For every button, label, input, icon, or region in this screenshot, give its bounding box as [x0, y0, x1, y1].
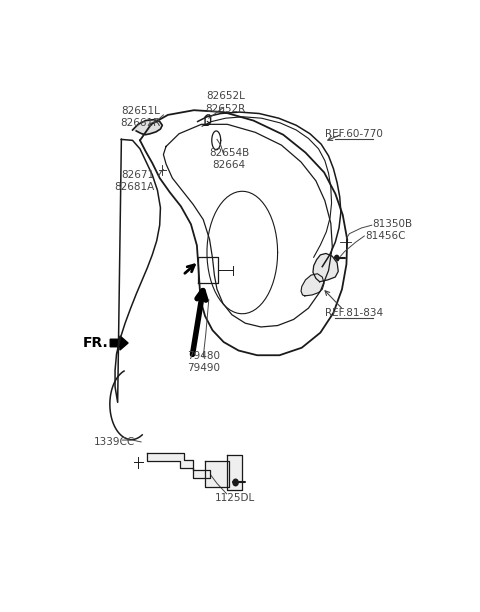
Text: 81350B: 81350B	[372, 219, 413, 230]
Text: 82671
82681A: 82671 82681A	[115, 170, 155, 192]
Text: REF.60-770: REF.60-770	[325, 129, 383, 139]
Text: 82652L
82652R: 82652L 82652R	[205, 91, 246, 114]
Circle shape	[233, 479, 238, 486]
Text: 79480
79490: 79480 79490	[187, 351, 220, 373]
Polygon shape	[301, 274, 324, 296]
Text: 82651L
82661R: 82651L 82661R	[120, 106, 160, 128]
Text: 82654B
82664: 82654B 82664	[209, 148, 250, 170]
Polygon shape	[132, 119, 162, 135]
Text: 1339CC: 1339CC	[93, 437, 134, 447]
Text: FR.: FR.	[83, 336, 109, 350]
Circle shape	[335, 255, 339, 261]
Text: 1125DL: 1125DL	[215, 493, 255, 504]
Polygon shape	[313, 253, 338, 282]
Text: REF.81-834: REF.81-834	[325, 308, 383, 318]
Polygon shape	[227, 455, 242, 490]
Polygon shape	[205, 461, 229, 487]
Text: 81456C: 81456C	[365, 231, 406, 241]
FancyArrow shape	[110, 336, 128, 350]
Polygon shape	[147, 453, 210, 478]
